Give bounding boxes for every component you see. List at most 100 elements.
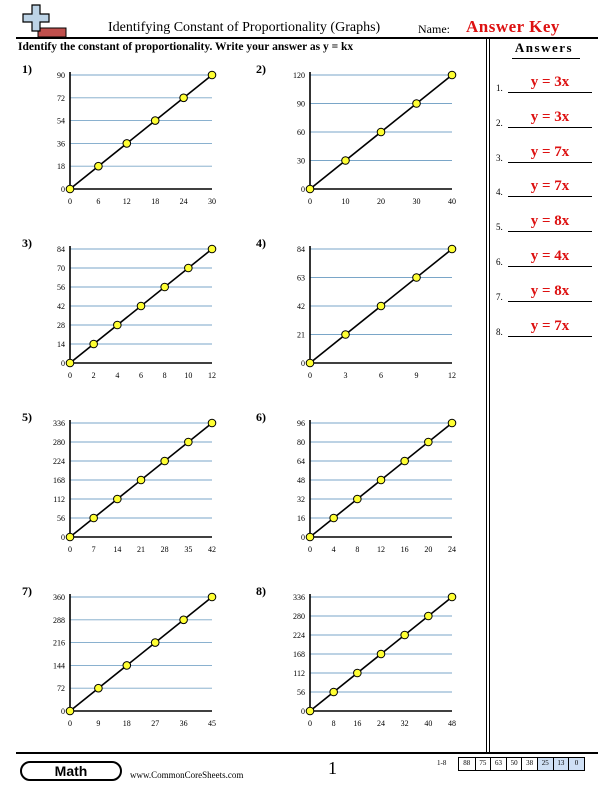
proportion-line	[69, 596, 213, 712]
y-tick-label: 70	[57, 264, 65, 273]
answer-line	[508, 161, 592, 163]
y-tick-label: 63	[297, 274, 305, 283]
data-point	[89, 339, 98, 349]
data-point	[447, 70, 457, 80]
proportion-graph: 0 72 144 216 288 360 0 9 18 27 36 45	[53, 592, 217, 728]
x-tick-label: 0	[308, 371, 312, 380]
data-point	[184, 263, 193, 273]
data-point	[376, 649, 386, 659]
data-point	[150, 638, 160, 647]
x-tick-label: 6	[139, 371, 143, 380]
data-point	[184, 437, 193, 447]
y-tick-label: 21	[297, 331, 305, 340]
data-point	[65, 184, 75, 194]
data-point	[305, 184, 315, 194]
data-point	[412, 273, 421, 282]
data-point	[412, 99, 421, 108]
answer-line	[508, 231, 592, 233]
data-point	[94, 161, 103, 171]
y-tick-label: 42	[297, 302, 305, 311]
data-point	[94, 683, 103, 693]
y-tick-label: 120	[293, 71, 305, 80]
y-tick-label: 224	[293, 631, 305, 640]
y-tick-label: 16	[297, 514, 305, 523]
x-tick-label: 21	[137, 545, 145, 554]
data-point	[179, 93, 188, 103]
x-tick-label: 18	[123, 719, 131, 728]
x-tick-label: 20	[377, 197, 385, 206]
score-cell: 63	[490, 758, 506, 770]
answer-value: y = 8x	[530, 282, 570, 299]
x-tick-label: 8	[163, 371, 167, 380]
x-tick-label: 24	[377, 719, 385, 728]
data-point	[376, 301, 386, 311]
x-tick-label: 27	[151, 719, 159, 728]
score-cell: 0	[568, 758, 584, 770]
site-url: www.CommonCoreSheets.com	[130, 770, 244, 780]
answer-row: 5. y = 8x	[496, 210, 598, 233]
problem-number: 3)	[22, 236, 32, 250]
y-tick-label: 112	[293, 669, 305, 678]
y-tick-label: 336	[53, 419, 65, 428]
x-tick-label: 0	[68, 197, 72, 206]
x-tick-label: 12	[377, 545, 385, 554]
x-tick-label: 16	[401, 545, 409, 554]
y-tick-label: 42	[57, 302, 65, 311]
x-tick-label: 45	[208, 719, 216, 728]
x-tick-label: 0	[68, 371, 72, 380]
y-tick-label: 0	[61, 533, 65, 542]
data-point	[305, 532, 315, 542]
answer-row: 4. y = 7x	[496, 175, 598, 198]
answer-number: 8.	[496, 326, 503, 337]
answer-value: y = 7x	[530, 178, 570, 195]
x-tick-label: 0	[68, 719, 72, 728]
y-tick-label: 56	[57, 283, 65, 292]
data-point	[207, 418, 217, 428]
data-point	[305, 706, 315, 716]
x-tick-label: 4	[332, 545, 336, 554]
x-tick-label: 35	[184, 545, 192, 554]
problem-number: 1)	[22, 62, 32, 76]
x-tick-label: 36	[180, 719, 188, 728]
y-tick-label: 360	[53, 593, 65, 602]
x-tick-label: 24	[180, 197, 188, 206]
answer-value: y = 4x	[530, 248, 570, 264]
y-tick-label: 0	[301, 533, 305, 542]
x-tick-label: 6	[379, 371, 383, 380]
y-tick-label: 288	[53, 616, 65, 625]
data-point	[122, 661, 132, 670]
data-point	[113, 494, 122, 504]
answer-value: y = 7x	[530, 143, 570, 160]
y-tick-label: 336	[293, 593, 305, 602]
y-tick-label: 28	[57, 321, 65, 330]
data-point	[113, 320, 122, 330]
y-tick-label: 224	[53, 457, 65, 466]
problem-number: 4)	[256, 236, 266, 250]
answer-value: y = 3x	[530, 74, 570, 90]
data-point	[341, 156, 350, 165]
problem-number: 5)	[22, 410, 32, 424]
proportion-graph: 0 30 60 90 120 0 10 20 30 40	[293, 70, 457, 206]
answer-value: y = 3x	[530, 108, 570, 125]
y-tick-label: 32	[297, 495, 305, 504]
x-tick-label: 20	[424, 545, 432, 554]
name-value: Answer Key	[466, 17, 560, 36]
x-tick-label: 8	[332, 719, 336, 728]
proportion-graph: 0 56 112 168 224 280 336 0 8 16 24 32 40 48	[293, 592, 457, 728]
y-tick-label: 0	[61, 359, 65, 368]
answer-number: 3.	[496, 152, 503, 163]
data-point	[65, 706, 75, 716]
answer-value: y = 7x	[530, 317, 570, 334]
y-tick-label: 168	[293, 650, 305, 659]
y-tick-label: 64	[297, 457, 305, 466]
answer-row: 2. y = 3x	[496, 106, 598, 128]
y-tick-label: 56	[57, 514, 65, 523]
data-point	[89, 513, 98, 523]
x-tick-label: 16	[353, 719, 361, 728]
y-tick-label: 80	[297, 438, 305, 447]
answer-row: 7. y = 8x	[496, 280, 598, 302]
x-tick-label: 24	[448, 545, 456, 554]
y-tick-label: 90	[297, 100, 305, 109]
answer-row: 8. y = 7x	[496, 315, 598, 337]
data-point	[305, 358, 315, 368]
